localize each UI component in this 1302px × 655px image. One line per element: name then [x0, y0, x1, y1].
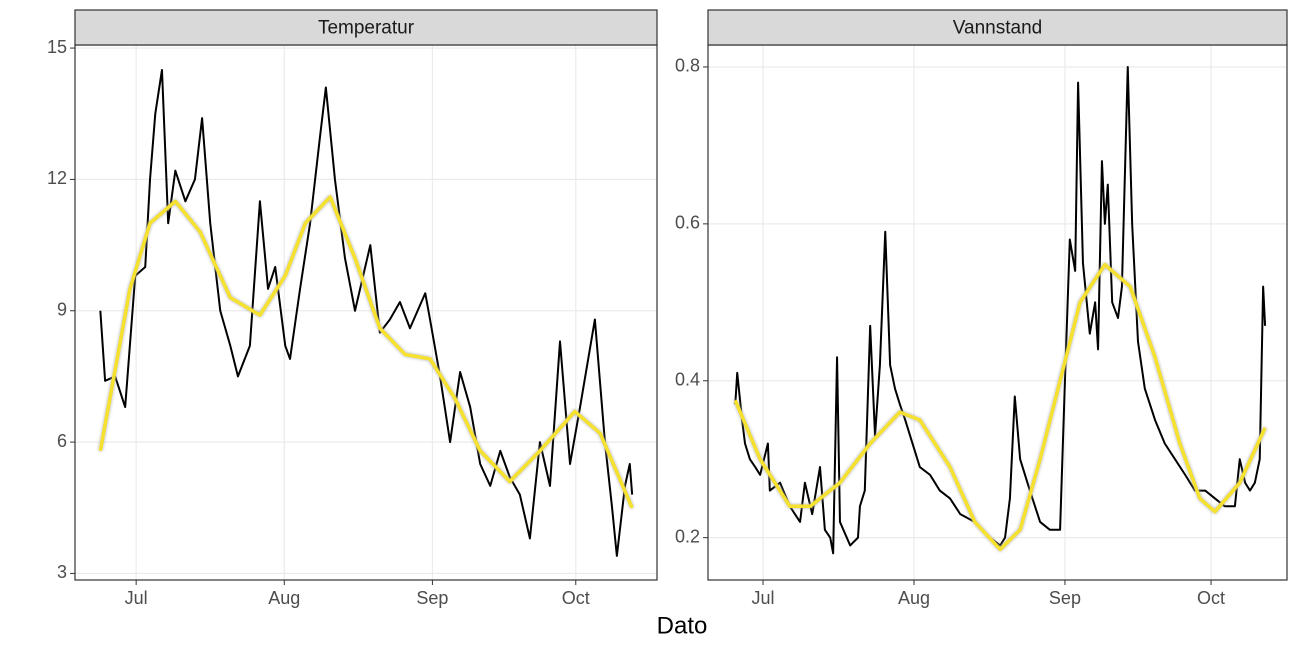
- y-tick-label: 12: [47, 168, 67, 188]
- strip: [707, 9, 1288, 46]
- series-line: [99, 68, 634, 557]
- strip-title: Temperatur: [318, 18, 415, 39]
- y-tick-label: 15: [47, 37, 67, 57]
- x-axis-title: Dato: [657, 612, 708, 639]
- x-tick-label: Sep: [1049, 588, 1081, 608]
- series-line: [733, 262, 1267, 552]
- y-tick-label: 0.6: [675, 213, 700, 233]
- x-tick-label: Jul: [752, 588, 775, 608]
- x-tick-label: Aug: [268, 588, 300, 608]
- y-tick-label: 0.2: [675, 526, 700, 546]
- strip: [74, 9, 658, 46]
- strip-title: Vannstand: [953, 18, 1042, 39]
- y-tick-label: 6: [57, 431, 67, 451]
- x-tick-label: Sep: [416, 588, 448, 608]
- y-tick-label: 9: [57, 299, 67, 319]
- x-tick-label: Aug: [898, 588, 930, 608]
- x-tick-label: Oct: [562, 588, 590, 608]
- x-tick-label: Oct: [1197, 588, 1225, 608]
- series-line: [734, 65, 1267, 555]
- panel-background: [75, 45, 657, 580]
- series-line: [98, 195, 634, 509]
- y-tick-label: 0.8: [675, 56, 700, 76]
- y-tick-label: 3: [57, 562, 67, 582]
- x-tick-label: Jul: [125, 588, 148, 608]
- y-tick-label: 0.4: [675, 369, 700, 389]
